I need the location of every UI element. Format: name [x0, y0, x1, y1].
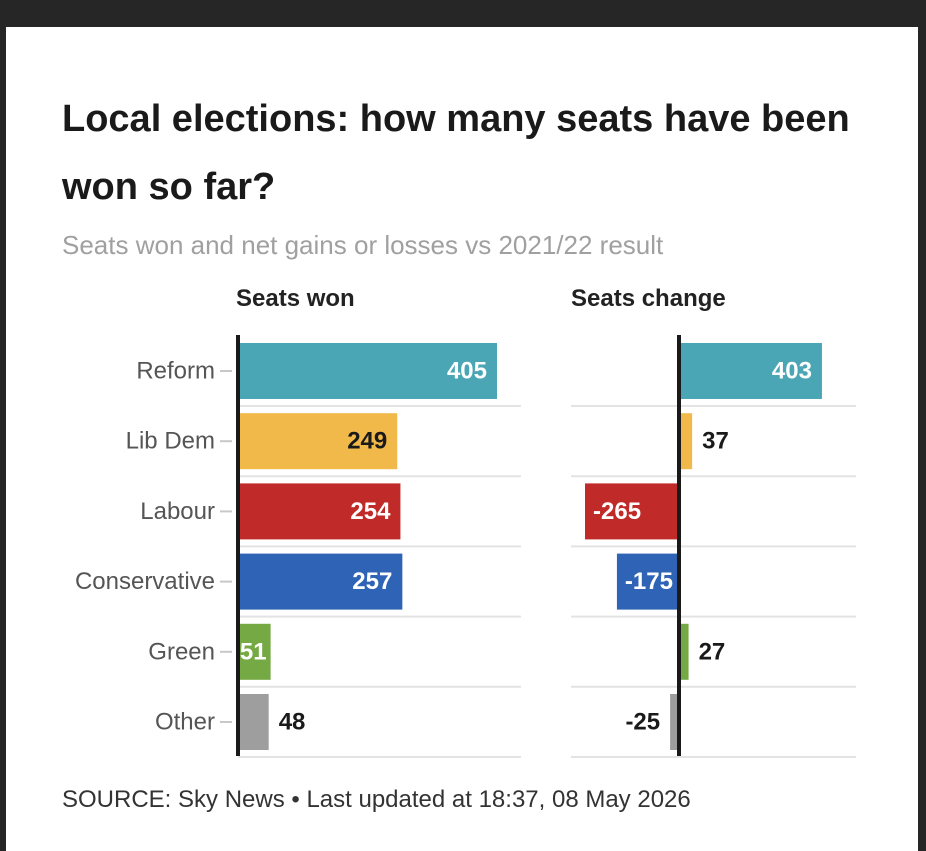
bar-seats-change-conservative: [616, 553, 679, 610]
chart-card: Local elections: how many seats have bee…: [6, 27, 918, 851]
chart-title: Local elections: how many seats have bee…: [62, 98, 850, 208]
data-label-seats-change-lib-dem: 37: [702, 428, 729, 455]
bar-seats-change-other: [670, 694, 679, 750]
bar-seats-won-labour: [238, 483, 401, 540]
bar-seats-won-green: [238, 623, 271, 680]
chart-subtitle: Seats won and net gains or losses vs 202…: [62, 230, 664, 260]
bar-seats-won-other: [238, 694, 269, 750]
data-label-seats-change-reform: 403: [772, 358, 812, 385]
data-label-seats-won-labour: 254: [350, 498, 391, 525]
category-label-other: Other: [155, 709, 215, 736]
bar-seats-change-green: [679, 623, 689, 680]
bar-charts: Reform 405 403 Lib Dem 249 37 Labour 254 -265 Con…: [75, 335, 856, 758]
data-label-seats-change-conservative: -175: [625, 568, 673, 595]
category-label-lib-dem: Lib Dem: [126, 428, 215, 455]
data-label-seats-won-reform: 405: [447, 358, 487, 385]
bar-seats-change-lib-dem: [679, 413, 693, 470]
bar-seats-won-reform: [238, 343, 497, 399]
category-label-labour: Labour: [140, 498, 215, 525]
data-label-seats-change-labour: -265: [593, 498, 641, 525]
category-label-conservative: Conservative: [75, 568, 215, 595]
category-label-reform: Reform: [136, 358, 215, 385]
seats-change-panel-title: Seats change: [571, 285, 726, 312]
bar-seats-won-lib-dem: [238, 413, 398, 470]
bar-seats-change-labour: [585, 483, 679, 540]
data-label-seats-won-other: 48: [279, 709, 306, 736]
category-label-green: Green: [148, 638, 215, 665]
bar-seats-change-reform: [679, 343, 822, 399]
source-note: SOURCE: Sky News • Last updated at 18:37…: [62, 786, 691, 813]
bar-seats-won-conservative: [238, 553, 403, 610]
data-label-seats-change-green: 27: [699, 638, 726, 665]
data-label-seats-change-other: -25: [625, 709, 660, 736]
data-label-seats-won-conservative: 257: [352, 568, 392, 595]
seats-won-panel-title: Seats won: [236, 285, 355, 312]
data-label-seats-won-lib-dem: 249: [347, 428, 387, 455]
data-label-seats-won-green: 51: [240, 638, 267, 665]
